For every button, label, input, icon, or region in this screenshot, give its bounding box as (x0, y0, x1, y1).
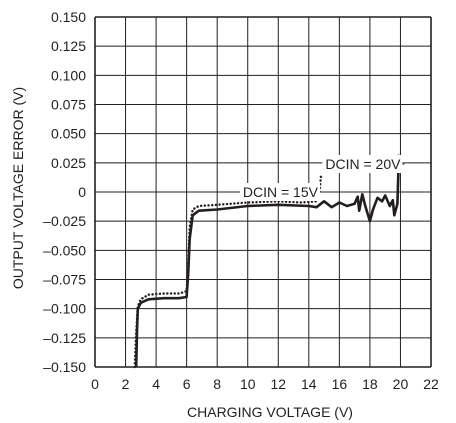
y-tick-label: –0.150 (43, 359, 86, 375)
x-tick-label: 2 (122, 376, 130, 392)
x-tick-label: 4 (152, 376, 160, 392)
x-tick-labels: 0 2 4 6 8 10 12 14 16 18 20 22 (91, 376, 439, 392)
y-tick-label: 0.050 (51, 126, 86, 142)
y-tick-label: –0.125 (43, 330, 86, 346)
y-tick-labels: 0.150 0.125 0.100 0.075 0.050 0.025 0 –0.025 –0.… (43, 9, 86, 375)
x-tick-label: 8 (213, 376, 221, 392)
annotation-label: DCIN = 15V (243, 184, 319, 200)
y-tick-label: 0.025 (51, 155, 86, 171)
series-line-dcin-15v (133, 174, 323, 369)
annotation-label: DCIN = 20V (325, 156, 401, 172)
series-lines (133, 154, 401, 369)
x-tick-label: 10 (240, 376, 256, 392)
y-tick-label: 0.100 (51, 67, 86, 83)
grid (94, 16, 432, 368)
y-axis-label: OUTPUT VOLTAGE ERROR (V) (10, 87, 26, 289)
series-line-dcin-20v (134, 154, 401, 368)
x-tick-label: 0 (91, 376, 99, 392)
y-tick-label: 0.075 (51, 97, 86, 113)
y-tick-label: –0.100 (43, 301, 86, 317)
y-tick-label: –0.025 (43, 213, 86, 229)
x-tick-label: 22 (423, 376, 439, 392)
x-axis-label: CHARGING VOLTAGE (V) (187, 404, 353, 420)
x-tick-label: 18 (362, 376, 378, 392)
x-tick-label: 6 (183, 376, 191, 392)
y-tick-label: –0.050 (43, 242, 86, 258)
x-tick-label: 20 (393, 376, 409, 392)
annotation-background (239, 183, 320, 201)
x-tick-label: 16 (332, 376, 348, 392)
y-tick-label: 0 (78, 184, 86, 200)
x-tick-label: 12 (270, 376, 286, 392)
y-tick-label: 0.125 (51, 38, 86, 54)
x-tick-label: 14 (301, 376, 317, 392)
annotation-background (322, 155, 403, 173)
y-tick-label: 0.150 (51, 9, 86, 25)
y-tick-label: –0.075 (43, 272, 86, 288)
annotations: DCIN = 20V DCIN = 15V (239, 155, 405, 201)
